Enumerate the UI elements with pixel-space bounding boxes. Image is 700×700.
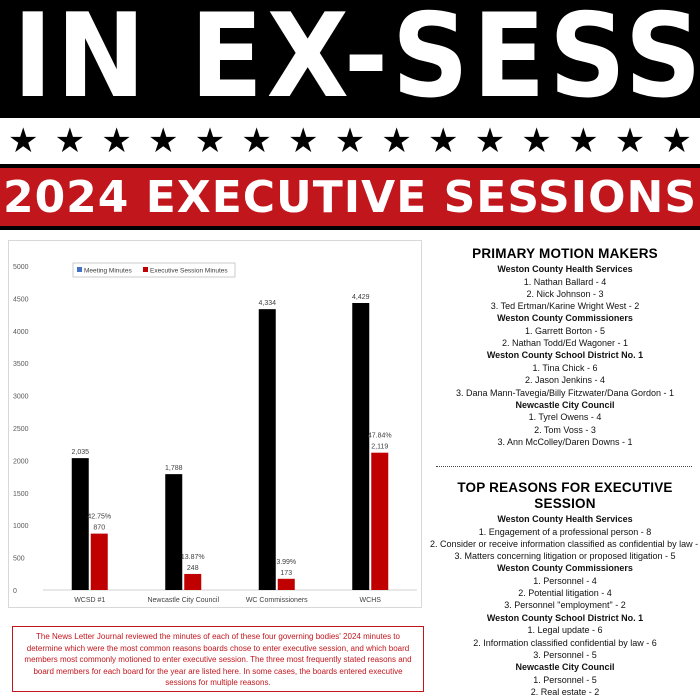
- x-tick-label: Newcastle City Council: [147, 597, 219, 604]
- data-label: 248: [187, 565, 199, 572]
- data-label: 870: [93, 525, 105, 532]
- list-item: 3. Ted Ertman/Karine Wright West - 2: [490, 301, 640, 312]
- meeting-minutes-bar: [71, 458, 89, 590]
- star-icon: ★: [381, 121, 412, 161]
- y-tick-label: 1000: [13, 523, 29, 530]
- motion-makers-section: PRIMARY MOTION MAKERS Weston County Heal…: [430, 246, 700, 448]
- data-label: 2,035: [71, 449, 89, 456]
- legend-swatch-executive: [143, 267, 148, 272]
- list-item: 3. Dana Mann-Tavegia/Billy Fitzwater/Dan…: [455, 387, 675, 398]
- group-name: Newcastle City Council: [515, 399, 615, 410]
- y-tick-label: 3500: [13, 361, 29, 368]
- percent-label: 3.99%: [276, 559, 296, 566]
- list-item: 1. Tyrel Owens - 4: [528, 412, 602, 423]
- group-name: Weston County Commissioners: [497, 563, 633, 574]
- star-icon: ★: [614, 121, 646, 161]
- data-label: 4,429: [352, 294, 370, 301]
- list-item: 1. Personnel - 5: [533, 674, 597, 685]
- list-item: 2. Jason Jenkins - 4: [524, 375, 606, 386]
- top-reasons-section: TOP REASONS FOR EXECUTIVE SESSION Weston…: [430, 480, 700, 698]
- list-item: 1. Engagement of a professional person -…: [478, 526, 652, 537]
- subtitle: 2024 EXECUTIVE SESSIONS: [2, 172, 698, 223]
- x-tick-label: WC Commissioners: [246, 597, 308, 604]
- section-title: TOP REASONS FOR EXECUTIVE SESSION: [457, 480, 673, 511]
- y-tick-label: 2500: [13, 426, 29, 433]
- bar-chart: 0 500 1000 1500 2000 2500 3000 3500 4000 4500 5000…: [13, 262, 417, 604]
- legend-label: Meeting Minutes: [84, 268, 132, 275]
- list-item: 2. Consider or receive information class…: [430, 538, 700, 549]
- legend-swatch-meeting: [77, 267, 82, 272]
- data-label: 2,119: [371, 444, 388, 451]
- group-name: Weston County School District No. 1: [486, 350, 644, 361]
- star-icon: ★: [661, 121, 692, 161]
- star-icon: ★: [241, 121, 272, 161]
- y-tick-label: 500: [13, 556, 25, 563]
- list-item: 2. Real estate - 2: [530, 686, 600, 697]
- star-row: ★ ★ ★ ★ ★ ★ ★ ★ ★ ★ ★ ★ ★ ★ ★: [0, 118, 700, 164]
- star-icon: ★: [8, 121, 39, 161]
- percent-label: 47.84%: [368, 433, 392, 440]
- meeting-minutes-bar: [258, 309, 276, 590]
- executive-minutes-bar: [371, 452, 389, 590]
- chart-panel: 0 500 1000 1500 2000 2500 3000 3500 4000 4500 5000…: [8, 240, 422, 608]
- list-item: 1. Legal update - 6: [527, 625, 603, 636]
- list-item: 3. Ann McColley/Daren Downs - 1: [497, 436, 633, 447]
- data-label: 173: [280, 570, 292, 577]
- methodology-note: The News Letter Journal reviewed the min…: [12, 626, 424, 692]
- executive-minutes-bar: [90, 533, 108, 590]
- star-icon: ★: [194, 121, 226, 161]
- group-name: Newcastle City Council: [515, 662, 615, 673]
- legend-box: [72, 262, 236, 278]
- x-tick-label: WCSD #1: [74, 597, 105, 604]
- star-icon: ★: [288, 121, 319, 161]
- star-icon: ★: [148, 121, 179, 161]
- executive-minutes-bar: [184, 573, 202, 590]
- star-icon: ★: [568, 121, 599, 161]
- list-item: 3. Matters concerning litigation or prop…: [454, 551, 676, 562]
- list-item: 2. Nick Johnson - 3: [526, 288, 604, 299]
- list-item: 1. Garrett Borton - 5: [524, 325, 606, 336]
- percent-label: 13.87%: [181, 554, 205, 561]
- y-tick-label: 1500: [13, 491, 29, 498]
- list-item: 3. Personnel - 5: [533, 649, 597, 660]
- legend-label: Executive Session Minutes: [150, 268, 228, 275]
- list-item: 1. Nathan Ballard - 4: [523, 276, 607, 287]
- star-icon: ★: [474, 121, 506, 161]
- list-item: 2. Information classified confidential b…: [473, 637, 657, 648]
- meeting-minutes-bar: [165, 474, 183, 590]
- group-name: Weston County Commissioners: [497, 313, 633, 324]
- dotted-divider: [436, 466, 692, 467]
- star-icon: ★: [101, 121, 132, 161]
- list-item: 1. Tina Chick - 6: [532, 362, 598, 373]
- list-item: 1. Personnel - 4: [533, 575, 597, 586]
- group-name: Weston County Health Services: [497, 264, 633, 274]
- y-tick-label: 5000: [13, 264, 29, 271]
- subtitle-band: 2024 EXECUTIVE SESSIONS: [0, 164, 700, 230]
- banner: IN EX-SESS: [0, 0, 700, 118]
- group-name: Weston County Health Services: [497, 514, 633, 524]
- meeting-minutes-bar: [352, 303, 370, 590]
- list-item: 2. Potential litigation - 4: [518, 588, 612, 599]
- y-tick-label: 4500: [13, 296, 29, 303]
- section-title: PRIMARY MOTION MAKERS: [472, 246, 658, 261]
- x-tick-label: WCHS: [360, 597, 382, 604]
- y-tick-label: 2000: [13, 458, 29, 465]
- list-item: 3. Personnel "employment" - 2: [504, 600, 626, 611]
- y-tick-label: 0: [13, 588, 17, 595]
- star-icon: ★: [428, 121, 459, 161]
- data-label: 1,788: [165, 465, 183, 472]
- star-icon: ★: [521, 121, 552, 161]
- y-tick-label: 4000: [13, 329, 29, 336]
- banner-title: IN EX-SESS: [12, 0, 700, 118]
- star-icon: ★: [54, 121, 86, 161]
- percent-label: 42.75%: [87, 514, 111, 521]
- star-icon: ★: [334, 121, 366, 161]
- list-item: 2. Tom Voss - 3: [534, 424, 596, 435]
- y-tick-label: 3000: [13, 394, 29, 401]
- data-label: 4,334: [258, 300, 276, 307]
- executive-minutes-bar: [277, 578, 295, 590]
- group-name: Weston County School District No. 1: [486, 612, 644, 623]
- list-item: 2. Nathan Todd/Ed Wagoner - 1: [501, 338, 629, 349]
